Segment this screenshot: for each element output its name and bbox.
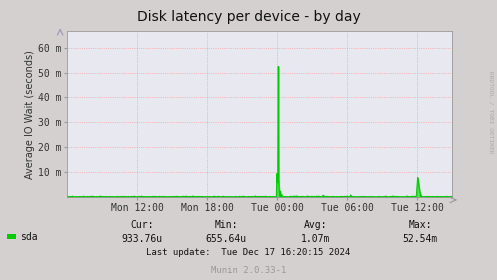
Y-axis label: Average IO Wait (seconds): Average IO Wait (seconds)	[25, 50, 35, 179]
Text: 655.64u: 655.64u	[206, 234, 247, 244]
Text: Max:: Max:	[408, 220, 432, 230]
Text: Min:: Min:	[214, 220, 238, 230]
Text: Cur:: Cur:	[130, 220, 154, 230]
Text: Last update:  Tue Dec 17 16:20:15 2024: Last update: Tue Dec 17 16:20:15 2024	[147, 248, 350, 257]
Text: 52.54m: 52.54m	[403, 234, 437, 244]
Text: 1.07m: 1.07m	[301, 234, 331, 244]
Text: RRDTOOL / TOBI OETIKER: RRDTOOL / TOBI OETIKER	[488, 71, 493, 153]
Text: 933.76u: 933.76u	[121, 234, 162, 244]
Text: sda: sda	[20, 232, 38, 242]
Text: Munin 2.0.33-1: Munin 2.0.33-1	[211, 266, 286, 275]
Text: Disk latency per device - by day: Disk latency per device - by day	[137, 10, 360, 24]
Text: Avg:: Avg:	[304, 220, 328, 230]
